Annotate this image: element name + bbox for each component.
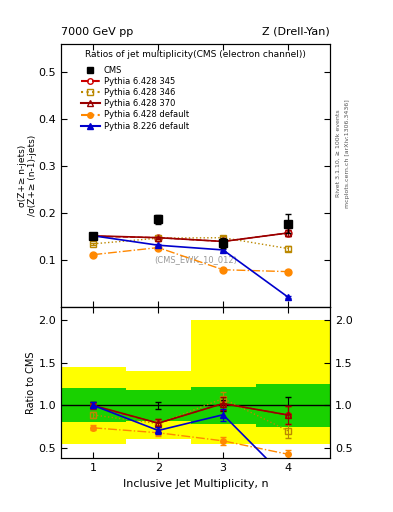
Text: mcplots.cern.ch [arXiv:1306.3436]: mcplots.cern.ch [arXiv:1306.3436] — [345, 99, 350, 208]
Y-axis label: Ratio to CMS: Ratio to CMS — [26, 352, 35, 414]
Text: Z (Drell-Yan): Z (Drell-Yan) — [263, 27, 330, 37]
Text: (CMS_EWK_10_012): (CMS_EWK_10_012) — [154, 255, 237, 264]
Text: 7000 GeV pp: 7000 GeV pp — [61, 27, 133, 37]
Legend: CMS, Pythia 6.428 345, Pythia 6.428 346, Pythia 6.428 370, Pythia 6.428 default,: CMS, Pythia 6.428 345, Pythia 6.428 346,… — [81, 66, 189, 131]
Text: Rivet 3.1.10, ≥ 100k events: Rivet 3.1.10, ≥ 100k events — [336, 110, 341, 198]
Y-axis label: σ(Z+≥ n-jets)
/σ(Z+≥ (n-1)-jets): σ(Z+≥ n-jets) /σ(Z+≥ (n-1)-jets) — [18, 135, 37, 216]
Text: Ratios of jet multiplicity(CMS (electron channel)): Ratios of jet multiplicity(CMS (electron… — [85, 50, 306, 59]
X-axis label: Inclusive Jet Multiplicity, n: Inclusive Jet Multiplicity, n — [123, 479, 268, 488]
